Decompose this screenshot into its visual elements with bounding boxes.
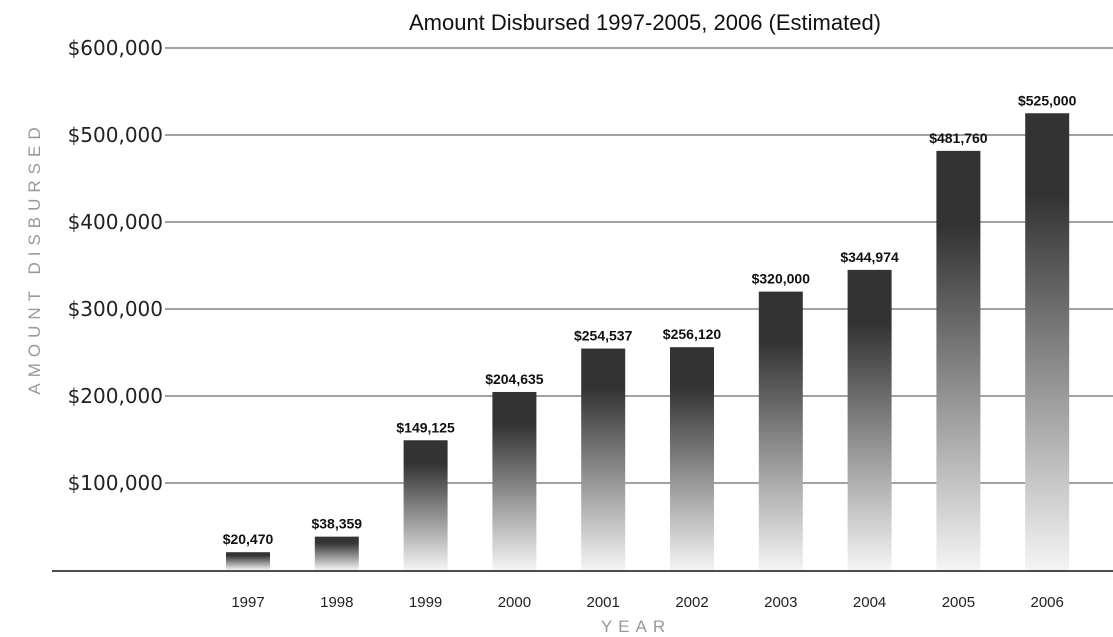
x-tick-label-2006: 2006 [1031, 594, 1064, 611]
x-tick-label-1998: 1998 [320, 594, 353, 611]
bar-1997 [226, 552, 270, 570]
bar-2003 [758, 291, 803, 570]
bar-2004 [847, 269, 892, 570]
x-tick-label-1999: 1999 [409, 594, 442, 611]
bar-2001 [581, 348, 626, 570]
bars [226, 113, 1070, 570]
value-label-2000: $204,635 [485, 371, 544, 387]
value-label-2005: $481,760 [929, 130, 988, 146]
y-tick-label: $400,000 [68, 210, 163, 234]
bar-1999 [403, 440, 448, 570]
chart-title: Amount Disbursed 1997-2005, 2006 (Estima… [409, 10, 881, 35]
x-tick-label-2004: 2004 [853, 594, 886, 611]
y-tick-label: $200,000 [68, 384, 163, 408]
value-label-2001: $254,537 [574, 328, 633, 344]
y-tick-label: $500,000 [68, 123, 163, 147]
x-tick-label-2002: 2002 [675, 594, 708, 611]
y-tick-label: $100,000 [68, 471, 163, 495]
y-tick-label: $300,000 [68, 297, 163, 321]
value-label-2006: $525,000 [1018, 92, 1077, 108]
bar-2006 [1025, 113, 1070, 570]
x-axis-ticks: 1997 1998 1999 2000 2001 2002 2003 2004 2005 2006 [231, 594, 1064, 611]
value-label-2004: $344,974 [840, 249, 899, 265]
value-label-2002: $256,120 [663, 326, 722, 342]
value-label-1999: $149,125 [396, 419, 455, 435]
x-tick-label-2003: 2003 [764, 594, 797, 611]
x-axis-label: YEAR [601, 617, 671, 636]
x-tick-label-2000: 2000 [498, 594, 531, 611]
x-tick-label-2001: 2001 [587, 594, 620, 611]
y-tick-label: $600,000 [68, 36, 163, 60]
value-label-1998: $38,359 [311, 516, 362, 532]
x-tick-label-1997: 1997 [231, 594, 264, 611]
x-tick-label-2005: 2005 [942, 594, 975, 611]
bar-2005 [936, 150, 981, 570]
y-axis-label: AMOUNT DISBURSED [25, 121, 44, 394]
bar-1998 [314, 536, 359, 570]
bar-2000 [492, 391, 537, 570]
value-label-1997: $20,470 [223, 531, 274, 547]
bar-2002 [670, 347, 714, 570]
value-label-2003: $320,000 [752, 271, 811, 287]
gridlines: $100,000 $200,000 $300,000 $400,000 $500,000… [68, 36, 1113, 495]
value-labels: $20,470 $38,359 $149,125 $204,635 $254,537 $2… [223, 92, 1077, 547]
